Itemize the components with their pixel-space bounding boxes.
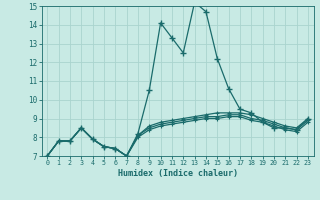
X-axis label: Humidex (Indice chaleur): Humidex (Indice chaleur): [118, 169, 237, 178]
